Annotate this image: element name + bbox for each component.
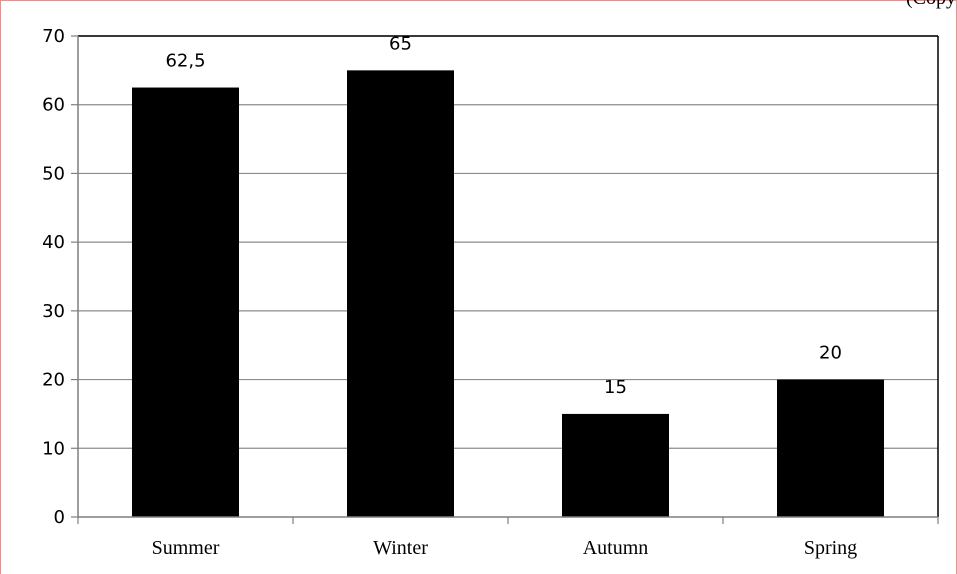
- y-tick-label: 70: [42, 26, 65, 47]
- bar-winter: [347, 70, 454, 517]
- y-tick-label: 10: [42, 438, 65, 459]
- labels: 0 10 20 30 40 50 60 70 62,5 Summer 65 Winter 15 Autum…: [42, 26, 857, 559]
- bar-autumn: [562, 413, 669, 517]
- data-label: 65: [389, 33, 412, 54]
- data-label: 62,5: [165, 51, 205, 72]
- y-tick-label: 0: [54, 507, 65, 528]
- x-tick-label: Spring: [804, 537, 857, 559]
- data-label: 15: [604, 377, 627, 398]
- x-tick-label: Autumn: [583, 537, 649, 559]
- y-tick-label: 50: [42, 163, 65, 184]
- axes: [71, 35, 939, 524]
- data-label: 20: [819, 343, 842, 364]
- bar-summer: [132, 87, 239, 518]
- y-tick-label: 20: [42, 370, 65, 391]
- x-tick-label: Summer: [152, 537, 220, 559]
- y-tick-label: 60: [42, 95, 65, 116]
- corner-text: (Copy: [876, 0, 956, 10]
- y-tick-label: 40: [42, 232, 65, 253]
- y-tick-label: 30: [42, 301, 65, 322]
- bars: [132, 70, 884, 518]
- x-tick-label: Winter: [373, 537, 428, 559]
- bar-spring: [777, 379, 884, 517]
